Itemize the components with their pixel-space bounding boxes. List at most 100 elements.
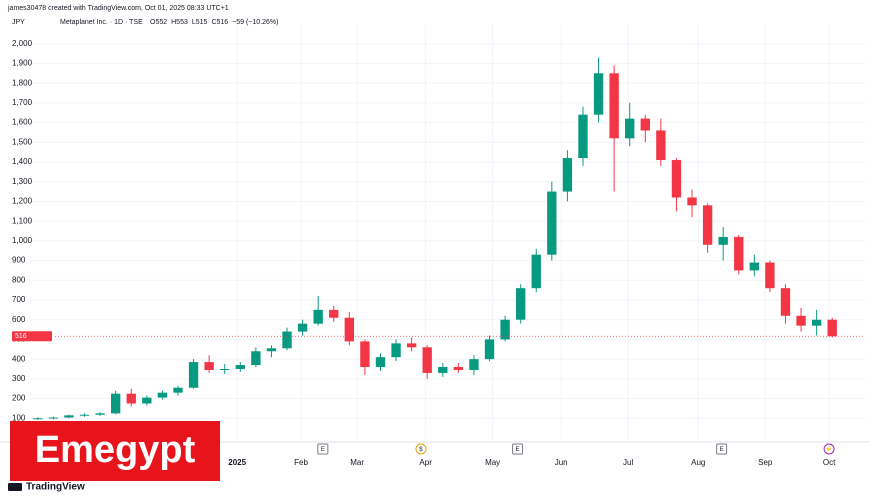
y-tick-label: 1,400 [12, 157, 33, 166]
candle-body [422, 347, 432, 373]
ohlc-value: −59 (−10.26%) [232, 19, 278, 26]
event-label: E [720, 447, 724, 453]
candle-body [578, 114, 588, 159]
y-tick-label: 300 [12, 374, 26, 383]
candle-body [734, 236, 744, 271]
y-tick-label: 400 [12, 354, 26, 363]
candle-body [656, 130, 666, 161]
candle-body [640, 118, 650, 131]
logo: TradingView [26, 482, 85, 493]
event-label: $ [419, 447, 423, 453]
ohlc-value: O552 [150, 19, 167, 26]
y-tick-label: 1,600 [12, 118, 33, 127]
event-marker [317, 443, 329, 455]
candle-body [811, 319, 822, 326]
candle-body [391, 343, 401, 358]
y-tick-label: 200 [12, 394, 26, 403]
candle-body [718, 236, 728, 245]
candle-body [406, 343, 417, 348]
event-marker [823, 443, 835, 455]
watermark: Emegypt [35, 429, 196, 471]
x-tick-label: Aug [691, 458, 705, 467]
candle-body [329, 309, 339, 318]
event-label: ⚡ [825, 445, 832, 453]
candle-body [484, 339, 495, 360]
candle-body [625, 118, 635, 139]
candle-body [796, 315, 806, 326]
last-price-label: 516 [15, 333, 27, 340]
event-marker [415, 443, 427, 455]
x-tick-label: Sep [758, 458, 773, 467]
candle-body [765, 262, 775, 289]
y-tick-label: 1,500 [12, 137, 33, 146]
candle-body [282, 331, 292, 349]
x-tick-label: Jun [555, 458, 568, 467]
chart-title: Metaplanet Inc. · 1D · TSE [60, 19, 143, 26]
candle-body [48, 417, 59, 419]
y-tick-label: 1,900 [12, 59, 33, 68]
candle-body [235, 365, 245, 369]
candle-body [500, 319, 510, 340]
y-tick-label: 1,000 [12, 236, 33, 245]
candle-body [780, 288, 791, 316]
candle-body [827, 319, 837, 337]
event-label: E [516, 447, 520, 453]
candle-body [64, 415, 74, 418]
y-tick-label: 1,100 [12, 216, 33, 225]
watermark-box [10, 421, 220, 481]
event-marker [512, 443, 524, 455]
candle-body [671, 160, 682, 198]
candle-body [438, 367, 448, 373]
candle-body [702, 205, 713, 245]
candle-body [609, 73, 619, 139]
candle-body [33, 418, 43, 420]
candle-body [469, 359, 479, 370]
candle-body [188, 362, 199, 388]
last-price-tag [12, 331, 52, 342]
y-tick-label: 100 [12, 413, 26, 422]
ohlc-value: H553 [171, 19, 188, 26]
x-tick-label: Jul [623, 458, 633, 467]
candle-body [360, 341, 370, 368]
candle-body [297, 323, 308, 332]
candle-body [142, 397, 152, 404]
candle-body [95, 413, 105, 415]
candle-body [593, 73, 604, 115]
candle-body [313, 309, 323, 324]
logo-icon [8, 483, 22, 491]
y-tick-label: 1,700 [12, 98, 33, 107]
candle-body [111, 393, 121, 414]
candle-body [251, 351, 261, 366]
currency: JPY [12, 19, 25, 26]
candle-body [562, 158, 573, 192]
y-tick-label: 700 [12, 295, 26, 304]
candle-body [157, 392, 168, 398]
ohlc-value: C516 [211, 19, 228, 26]
candle-body [453, 367, 464, 370]
x-tick-label: Feb [294, 458, 308, 467]
candle-body [220, 369, 230, 370]
event-marker [716, 443, 728, 455]
x-tick-label: May [485, 458, 500, 467]
y-tick-label: 600 [12, 315, 26, 324]
candle-body [749, 262, 759, 271]
candle-body [79, 414, 90, 416]
y-tick-label: 2,000 [12, 39, 33, 48]
y-tick-label: 1,800 [12, 78, 33, 87]
y-tick-label: 900 [12, 256, 26, 265]
x-tick-label: Apr [419, 458, 432, 467]
y-tick-label: 1,300 [12, 177, 33, 186]
candle-body [531, 254, 541, 289]
candle-body [375, 357, 386, 368]
event-label: E [321, 447, 325, 453]
y-tick-label: 800 [12, 275, 26, 284]
attribution: james30478 created with TradingView.com,… [7, 5, 229, 12]
candle-body [173, 387, 183, 393]
candle-body [126, 393, 136, 404]
candle-body [516, 288, 526, 320]
x-tick-label: Mar [350, 458, 364, 467]
candle-body [266, 348, 277, 352]
x-tick-label: 2025 [228, 458, 246, 467]
candle-body [344, 317, 354, 342]
